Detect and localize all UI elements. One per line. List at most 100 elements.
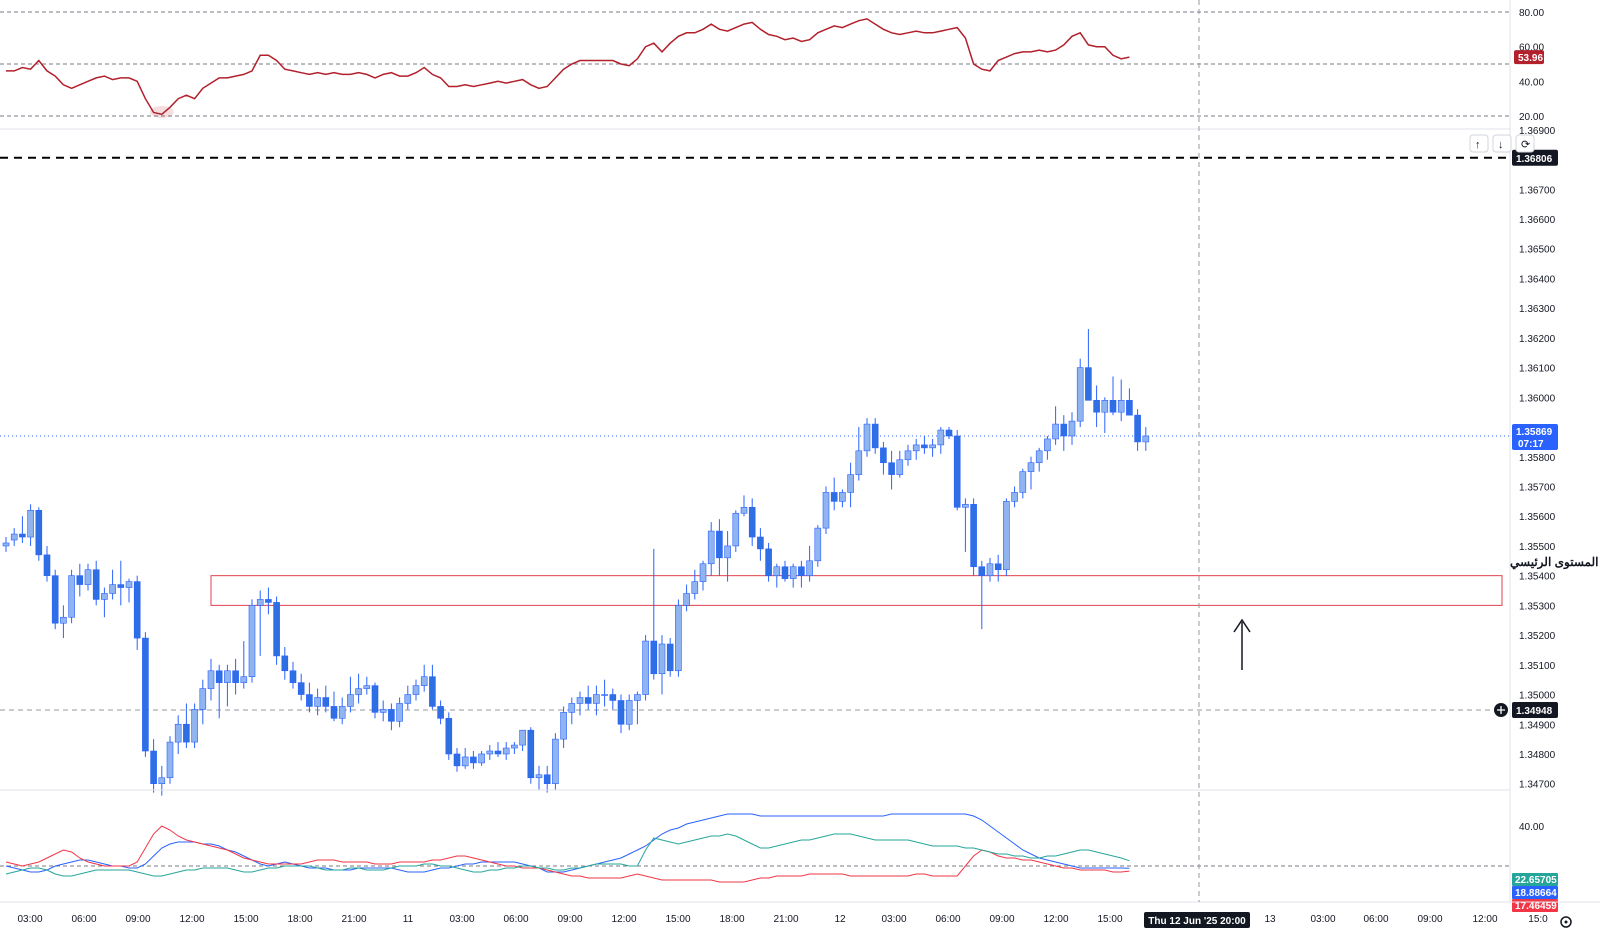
candlestick: [355, 673, 362, 704]
price-axis-label[interactable]: 1.36600: [1519, 215, 1556, 226]
candle-body-down: [51, 575, 59, 624]
candle-body-up: [84, 569, 92, 585]
time-axis-label[interactable]: 15:00: [233, 914, 258, 925]
price-axis-label[interactable]: 1.36500: [1519, 245, 1556, 256]
candlestick: [806, 545, 813, 582]
price-axis-label[interactable]: 1.34700: [1519, 780, 1556, 791]
time-axis-label[interactable]: 12:00: [1472, 914, 1497, 925]
candlestick: [215, 664, 223, 719]
time-axis-label[interactable]: 03:00: [449, 914, 474, 925]
price-axis-label[interactable]: 1.36400: [1519, 274, 1556, 285]
button-frame[interactable]: [1469, 134, 1489, 153]
candle-body-up: [675, 605, 682, 672]
rsi-oversold-highlight: [149, 106, 174, 118]
candle-body-down: [994, 563, 1002, 571]
time-axis-label[interactable]: 12:00: [179, 914, 204, 925]
time-axis-label[interactable]: 09:00: [557, 914, 582, 925]
time-axis-label[interactable]: 15:00: [665, 914, 690, 925]
price-axis-label[interactable]: 1.35000: [1519, 691, 1556, 702]
price-axis-label[interactable]: 1.36900: [1519, 126, 1556, 137]
arrow-up-icon[interactable]: ↑: [1475, 139, 1481, 151]
price-axis-label[interactable]: 1.35800: [1519, 453, 1556, 464]
minus-di-line: [5, 825, 1130, 883]
time-axis-label[interactable]: 06:00: [71, 914, 96, 925]
candle-body-up: [314, 697, 321, 707]
time-axis-label[interactable]: 13: [1264, 914, 1276, 925]
price-axis-label[interactable]: 1.34900: [1519, 720, 1556, 731]
time-axis-label[interactable]: 18:00: [287, 914, 312, 925]
time-axis-label[interactable]: 06:00: [1363, 914, 1388, 925]
candle-body-up: [707, 530, 715, 565]
time-axis-label[interactable]: 06:00: [503, 914, 528, 925]
candle-body-down: [494, 750, 502, 755]
button-frame[interactable]: [1515, 134, 1535, 153]
time-axis-label[interactable]: 12:00: [1043, 914, 1068, 925]
candle-body-up: [642, 640, 649, 695]
candle-body-down: [371, 685, 379, 713]
price-panel[interactable]: المستوى الرئيسي: [0, 156, 1598, 796]
price-axis-label[interactable]: 1.36300: [1519, 304, 1556, 315]
arrow-down-icon[interactable]: ↓: [1498, 139, 1504, 151]
candlestick: [863, 418, 871, 457]
candlestick: [781, 560, 789, 582]
candle-body-down: [1134, 414, 1141, 443]
candlestick: [224, 664, 231, 707]
candle-body-up: [863, 423, 871, 452]
price-axis-label[interactable]: 1.35500: [1519, 542, 1556, 553]
price-axis-label[interactable]: 1.35100: [1519, 661, 1556, 672]
candlestick: [814, 525, 822, 567]
time-axis-label[interactable]: 09:00: [125, 914, 150, 925]
settings-icon[interactable]: [1560, 916, 1572, 928]
candle-body-up: [486, 750, 494, 755]
time-axis-label[interactable]: 12:00: [611, 914, 636, 925]
candle-body-down: [470, 756, 477, 764]
arrow-down-button[interactable]: ↓: [1492, 134, 1512, 153]
time-axis-label[interactable]: 21:00: [341, 914, 366, 925]
candle-body-up: [207, 670, 215, 689]
candle-body-down: [921, 444, 928, 449]
time-axis-label[interactable]: 03:00: [17, 914, 42, 925]
price-axis-label[interactable]: 1.34800: [1519, 750, 1556, 761]
time-axis-label[interactable]: 03:00: [1310, 914, 1335, 925]
price-axis-label[interactable]: 1.36100: [1519, 364, 1556, 375]
candle-body-up: [166, 741, 174, 779]
time-axis-label[interactable]: 11: [403, 914, 414, 925]
price-axis-label[interactable]: 1.36700: [1519, 185, 1556, 196]
refresh-icon[interactable]: ⟳: [1521, 139, 1530, 151]
dmi-value-label: 17.46459: [1515, 901, 1557, 912]
time-axis-label[interactable]: 15:0: [1528, 914, 1548, 925]
button-frame[interactable]: [1492, 134, 1512, 153]
time-axis-label[interactable]: 18:00: [719, 914, 744, 925]
price-axis-label[interactable]: 1.35200: [1519, 631, 1556, 642]
time-axis-label[interactable]: 12: [834, 914, 846, 925]
time-axis-label[interactable]: 09:00: [989, 914, 1014, 925]
time-axis-label[interactable]: 21:00: [773, 914, 798, 925]
candlestick: [552, 733, 559, 790]
price-axis-label[interactable]: 1.35700: [1519, 483, 1556, 494]
candlestick: [10, 528, 18, 546]
time-axis[interactable]: 03:00 06:00 09:00 12:00 15:00 18:00 21:00 11 03:…: [17, 912, 1572, 928]
candlestick: [330, 691, 338, 722]
refresh-button[interactable]: ⟳: [1515, 134, 1535, 153]
price-axis-label[interactable]: 1.35600: [1519, 512, 1556, 523]
current-price-tag[interactable]: [1512, 423, 1558, 450]
time-axis-label[interactable]: 06:00: [935, 914, 960, 925]
time-axis-label[interactable]: 15:00: [1097, 914, 1122, 925]
price-axis-label[interactable]: 1.35300: [1519, 601, 1556, 612]
candle-body-down: [880, 447, 887, 464]
price-axis-label[interactable]: 1.36000: [1519, 393, 1556, 404]
candlestick: [740, 495, 748, 517]
candle-body-down: [666, 643, 674, 672]
time-axis-label[interactable]: 03:00: [881, 914, 906, 925]
candlestick: [297, 673, 305, 701]
arrow-up-button[interactable]: ↑: [1469, 134, 1489, 153]
candlestick: [76, 563, 84, 597]
price-axis-label[interactable]: 1.36200: [1519, 334, 1556, 345]
time-axis-label[interactable]: 09:00: [1417, 914, 1442, 925]
candlestick: [1027, 456, 1035, 490]
candlestick: [396, 697, 403, 728]
candle-body-up: [929, 444, 936, 449]
price-axis-label[interactable]: 1.35400: [1519, 572, 1556, 583]
